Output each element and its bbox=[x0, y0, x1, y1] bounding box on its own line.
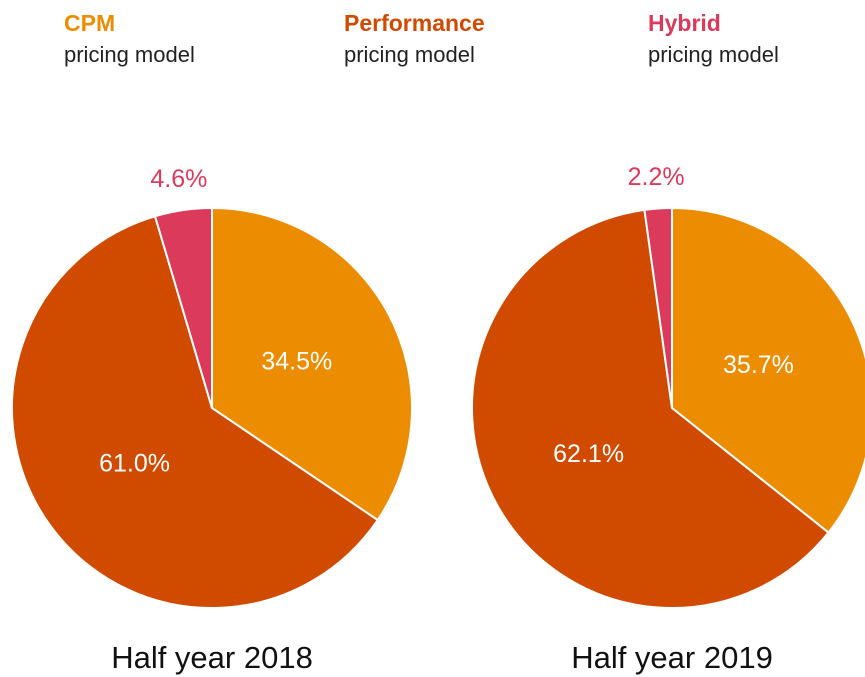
data-label: 4.6% bbox=[150, 165, 207, 193]
legend-name: CPM bbox=[64, 10, 115, 36]
legend-sub: pricing model bbox=[344, 42, 475, 67]
pie-slice bbox=[211, 206, 413, 522]
data-label: 62.1% bbox=[553, 440, 624, 468]
data-label: 35.7% bbox=[723, 351, 794, 379]
legend-sub: pricing model bbox=[648, 42, 779, 67]
data-label: 2.2% bbox=[628, 163, 685, 191]
pie-slice bbox=[11, 215, 380, 609]
legend-name: Performance bbox=[344, 10, 485, 36]
chart-title: Half year 2019 bbox=[571, 640, 773, 675]
data-label: 34.5% bbox=[261, 348, 332, 376]
legend-sub: pricing model bbox=[64, 42, 195, 67]
pie-slice bbox=[671, 206, 865, 534]
pie-slice bbox=[153, 206, 213, 409]
pie-slice bbox=[471, 208, 830, 609]
data-label: 61.0% bbox=[99, 449, 170, 477]
legend-name: Hybrid bbox=[648, 10, 721, 36]
chart-title: Half year 2018 bbox=[111, 640, 313, 675]
pie-slice bbox=[643, 206, 673, 409]
